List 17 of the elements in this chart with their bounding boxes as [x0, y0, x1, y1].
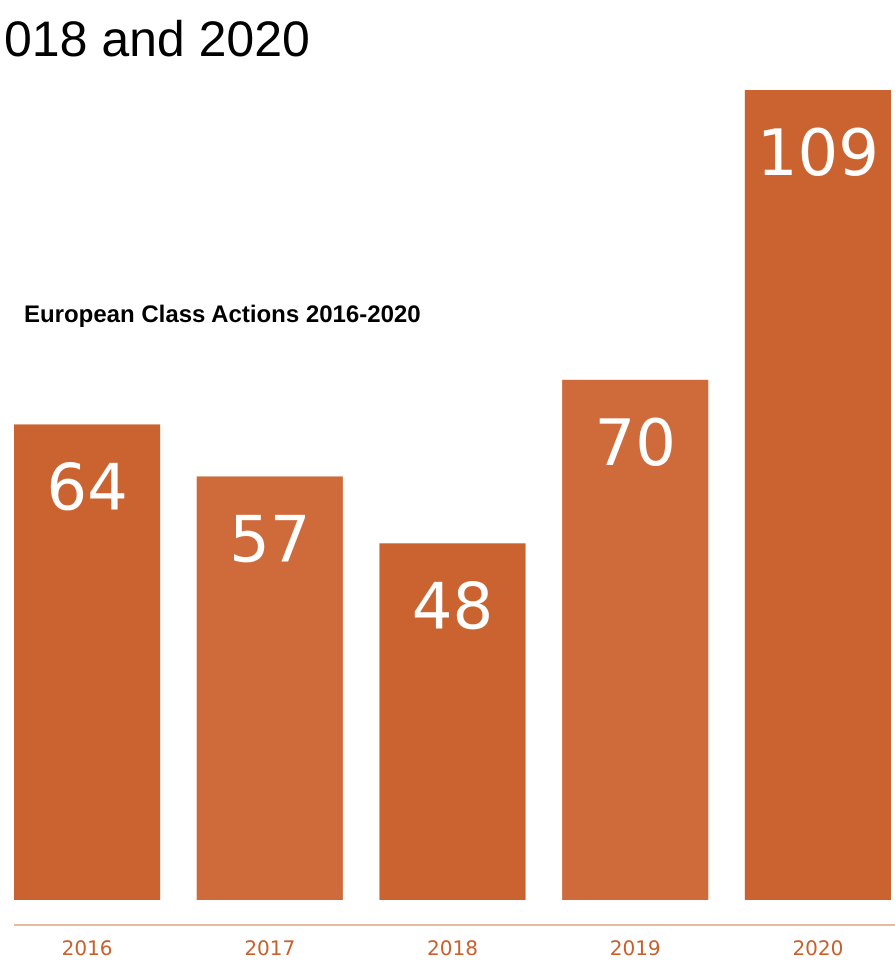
x-tick-label: 2020 — [792, 936, 844, 960]
data-label: 57 — [229, 503, 311, 578]
text: European Class Actions 2016-2020 — [24, 301, 421, 328]
x-tick-label: 2018 — [427, 936, 478, 960]
bar — [14, 424, 160, 900]
bar — [196, 476, 343, 900]
x-tick-label: 2019 — [610, 936, 661, 960]
data-label: 70 — [594, 406, 676, 481]
x-tick-label: 2016 — [62, 936, 113, 960]
data-label: 64 — [46, 451, 128, 526]
bar — [379, 543, 526, 900]
data-label: 48 — [412, 570, 494, 644]
x-tick-label: 2017 — [244, 936, 296, 960]
chart-title: 018 and 2020 — [4, 11, 310, 67]
bar — [562, 380, 708, 900]
data-label: 109 — [756, 117, 879, 191]
bar — [744, 90, 891, 900]
